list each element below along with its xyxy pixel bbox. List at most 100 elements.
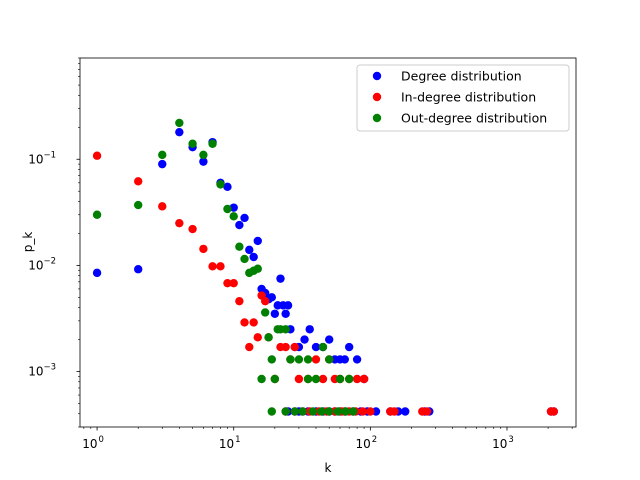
series-1 (92, 151, 558, 416)
legend-marker (372, 113, 382, 123)
data-point (245, 342, 254, 352)
data-point (300, 335, 309, 344)
data-point (240, 213, 249, 223)
axes-frame (79, 57, 577, 428)
data-point (325, 335, 334, 344)
data-point (223, 204, 232, 214)
data-point (92, 268, 102, 278)
data-point (240, 318, 249, 327)
data-point (134, 265, 143, 274)
data-point (344, 342, 354, 352)
data-point (245, 245, 254, 255)
data-point (281, 309, 290, 318)
data-point (175, 127, 184, 137)
data-point (276, 274, 285, 283)
data-point (298, 407, 307, 416)
data-point (325, 355, 334, 364)
data-point (303, 374, 313, 384)
data-point (257, 374, 266, 384)
data-point (260, 296, 270, 306)
x-tick-label: 102 (355, 435, 377, 451)
x-tick-label: 100 (82, 435, 104, 451)
data-point (311, 355, 321, 364)
series-0 (92, 127, 558, 416)
legend-label: Degree distribution (401, 69, 522, 84)
data-point (294, 355, 304, 364)
data-point (134, 177, 143, 186)
data-point (223, 182, 232, 192)
legend-marker (372, 71, 382, 81)
data-point (235, 242, 244, 251)
legend: Degree distribution In-degree distributio… (356, 64, 570, 132)
x-tick-label: 103 (492, 435, 514, 451)
data-point (229, 278, 238, 288)
data-point (267, 407, 276, 416)
data-point (229, 212, 238, 221)
data-point (344, 374, 354, 384)
data-point (290, 407, 299, 416)
data-point (199, 157, 208, 166)
legend-label: In-degree distribution (401, 90, 536, 105)
data-point (208, 262, 217, 271)
data-point (401, 407, 410, 416)
data-point (281, 407, 290, 416)
data-point (286, 355, 295, 364)
data-point (175, 118, 184, 128)
data-point (235, 296, 244, 306)
data-point (199, 150, 208, 160)
data-point (92, 210, 102, 219)
data-point (188, 139, 197, 148)
y-axis-label: p_k (21, 232, 35, 253)
data-point (341, 407, 350, 416)
data-point (260, 308, 270, 317)
data-point (264, 333, 273, 342)
data-point (303, 355, 313, 364)
data-point (317, 407, 326, 416)
data-point (216, 262, 225, 271)
legend-label: Out-degree distribution (401, 111, 547, 126)
data-point (308, 407, 318, 416)
data-point (249, 318, 258, 327)
y-tick-label: 10−3 (28, 363, 56, 379)
data-point (240, 254, 249, 264)
series-2 (92, 118, 358, 416)
data-point (158, 202, 167, 211)
data-point (270, 309, 280, 318)
data-point (294, 374, 304, 384)
data-point (281, 325, 290, 334)
data-point (267, 355, 276, 364)
data-point (158, 150, 167, 160)
data-point (318, 342, 328, 352)
data-point (352, 355, 362, 364)
data-point (134, 200, 143, 210)
data-point (340, 355, 349, 364)
data-point (283, 301, 293, 310)
data-point (549, 407, 558, 416)
data-point (208, 139, 217, 148)
data-point (235, 220, 244, 230)
data-point (311, 374, 321, 384)
data-point (175, 218, 184, 228)
x-tick-label: 101 (219, 435, 241, 451)
data-point (311, 342, 321, 352)
data-point (249, 252, 258, 262)
data-marks (92, 118, 558, 416)
data-point (158, 159, 167, 169)
x-axis-label: k (325, 461, 332, 475)
y-tick-label: 10−2 (28, 256, 56, 272)
data-point (358, 407, 367, 416)
data-point (349, 407, 358, 416)
data-point (92, 151, 102, 160)
data-point (352, 374, 362, 384)
data-point (253, 264, 262, 273)
data-point (325, 407, 334, 416)
data-point (229, 203, 238, 212)
data-point (223, 278, 232, 288)
data-point (335, 374, 345, 384)
data-point (333, 407, 343, 416)
data-point (188, 224, 197, 234)
data-point (267, 293, 276, 302)
data-point (366, 407, 375, 416)
data-point (305, 325, 314, 334)
